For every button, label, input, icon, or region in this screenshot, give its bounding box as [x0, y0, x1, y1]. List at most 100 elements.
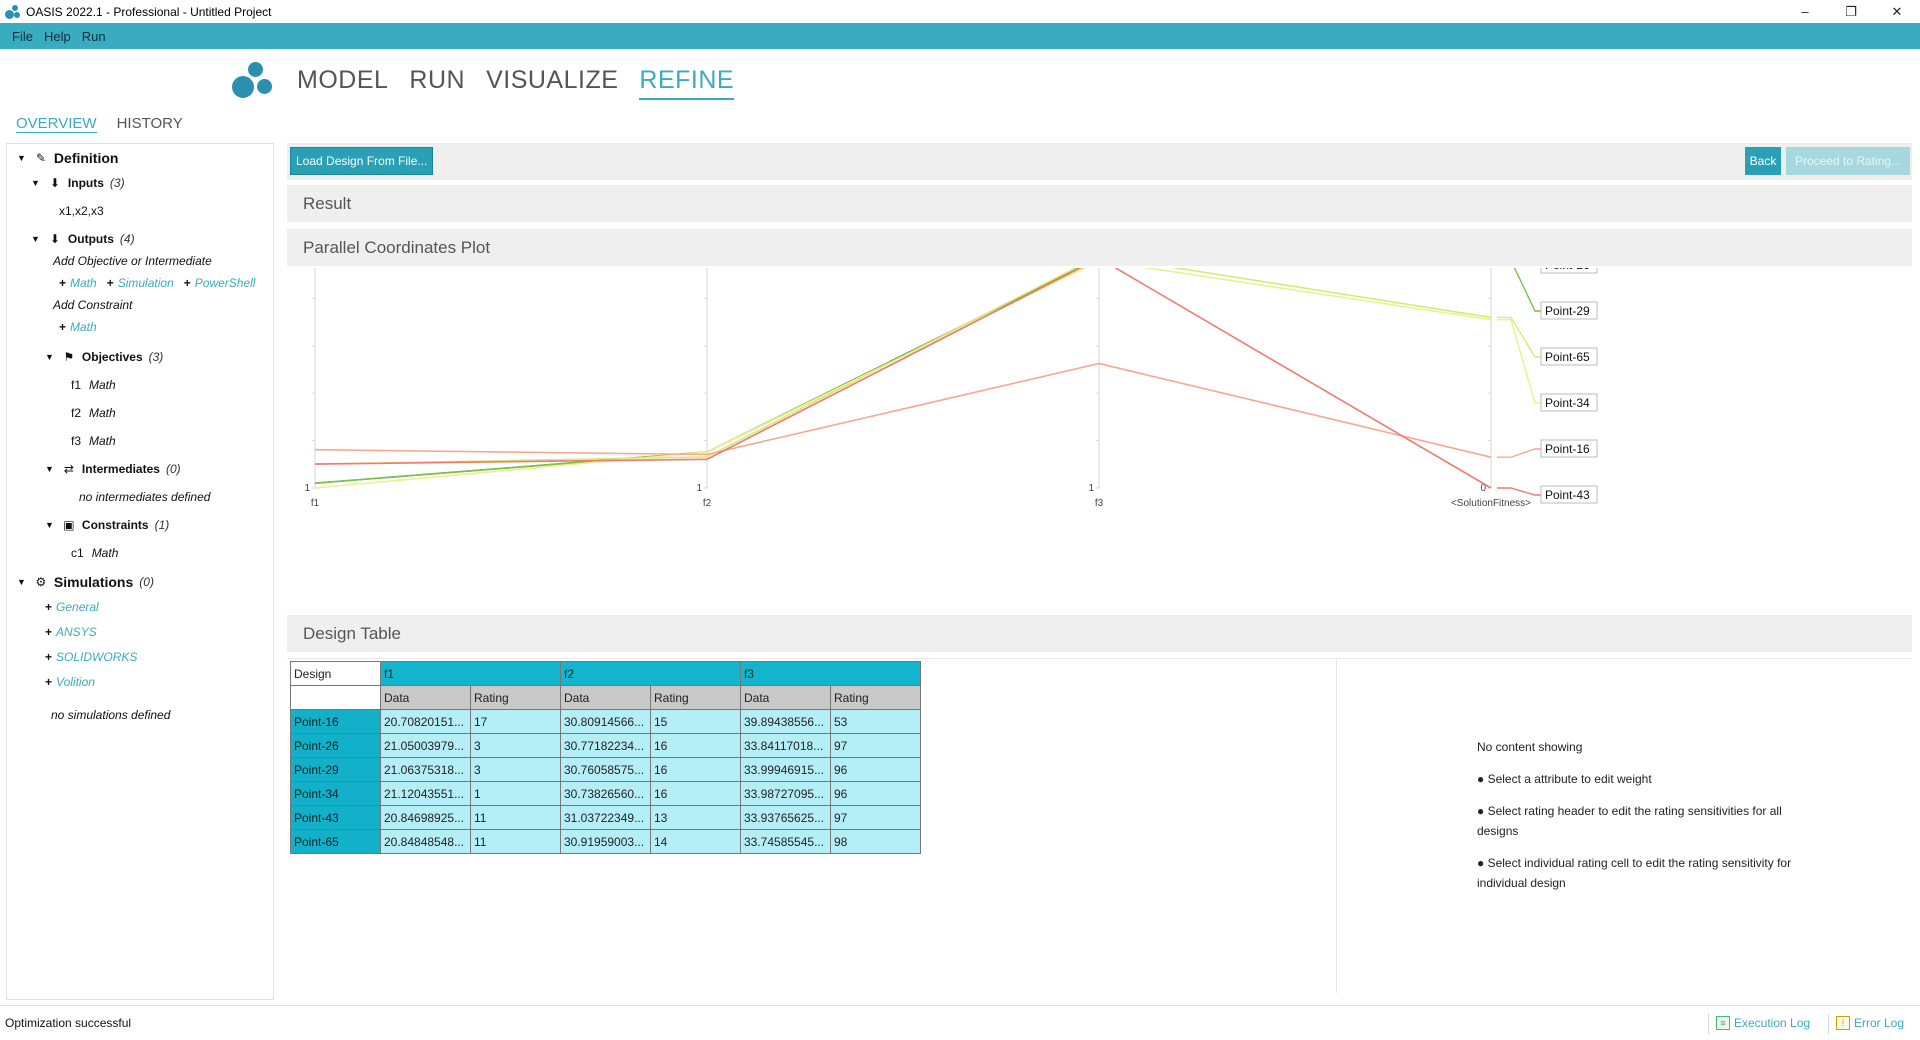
design-row-label[interactable]: Point-65	[290, 829, 381, 854]
tree-inputs[interactable]: ▼ ⬇ Inputs (3)	[31, 176, 125, 190]
data-cell[interactable]: 21.06375318...	[380, 757, 471, 782]
data-subheader[interactable]: Data	[380, 685, 471, 710]
rating-cell[interactable]: 17	[470, 709, 561, 734]
data-subheader[interactable]: Data	[740, 685, 831, 710]
rating-cell[interactable]: 16	[650, 781, 741, 806]
error-log-button[interactable]: ! Error Log	[1836, 1016, 1904, 1030]
rating-subheader[interactable]: Rating	[650, 685, 741, 710]
restore-icon[interactable]: ❐	[1845, 3, 1857, 19]
nav-visualize[interactable]: VISUALIZE	[486, 66, 619, 94]
tab-overview[interactable]: OVERVIEW	[16, 115, 97, 133]
design-corner-header[interactable]: Design	[290, 661, 381, 686]
add-ansys-link[interactable]: ANSYS	[56, 625, 97, 639]
data-cell[interactable]: 21.12043551...	[380, 781, 471, 806]
menu-run[interactable]: Run	[81, 28, 106, 44]
rating-cell[interactable]: 14	[650, 829, 741, 854]
menu-file[interactable]: File	[12, 28, 33, 44]
execution-log-button[interactable]: ≡ Execution Log	[1716, 1016, 1810, 1030]
data-cell[interactable]: 30.91959003...	[560, 829, 651, 854]
nav-model[interactable]: MODEL	[297, 66, 389, 94]
table-row[interactable]: Point-26 21.05003979... 3 30.77182234... 16 3…	[290, 733, 921, 758]
rating-cell[interactable]: 96	[830, 781, 921, 806]
data-cell[interactable]: 20.84698925...	[380, 805, 471, 830]
close-icon[interactable]: ✕	[1891, 3, 1903, 19]
data-cell[interactable]: 30.80914566...	[560, 709, 651, 734]
data-cell[interactable]: 20.70820151...	[380, 709, 471, 734]
data-cell[interactable]: 31.03722349...	[560, 805, 651, 830]
table-row[interactable]: Point-29 21.06375318... 3 30.76058575... 16 3…	[290, 757, 921, 782]
add-general-link[interactable]: General	[56, 600, 99, 614]
f1-group-header[interactable]: f1	[380, 661, 561, 686]
collapse-triangle-icon[interactable]: ▼	[45, 464, 54, 474]
data-cell[interactable]: 30.76058575...	[560, 757, 651, 782]
collapse-triangle-icon[interactable]: ▼	[45, 352, 54, 362]
data-cell[interactable]: 33.99946915...	[740, 757, 831, 782]
tab-history[interactable]: HISTORY	[116, 115, 183, 132]
inputs-value[interactable]: x1,x2,x3	[59, 204, 104, 218]
add-powershell-link[interactable]: PowerShell	[194, 276, 256, 290]
tree-constraints[interactable]: ▼ ▣ Constraints (1)	[45, 518, 169, 532]
rating-subheader[interactable]: Rating	[830, 685, 921, 710]
design-row-label[interactable]: Point-29	[290, 757, 381, 782]
rating-cell[interactable]: 15	[650, 709, 741, 734]
rating-cell[interactable]: 97	[830, 733, 921, 758]
collapse-triangle-icon[interactable]: ▼	[31, 234, 40, 244]
design-row-label[interactable]: Point-16	[290, 709, 381, 734]
table-row[interactable]: Point-65 20.84848548... 11 30.91959003... 14…	[290, 829, 921, 854]
data-subheader[interactable]: Data	[560, 685, 651, 710]
tree-simulations[interactable]: ▼ ⚙ Simulations (0)	[17, 574, 154, 590]
rating-cell[interactable]: 1	[470, 781, 561, 806]
data-cell[interactable]: 39.89438556...	[740, 709, 831, 734]
load-design-button[interactable]: Load Design From File...	[290, 147, 434, 175]
proceed-to-rating-button[interactable]: Proceed to Rating...	[1786, 147, 1910, 175]
tree-definition[interactable]: ▼ ✎ Definition	[17, 150, 118, 166]
data-cell[interactable]: 30.77182234...	[560, 733, 651, 758]
data-cell[interactable]: 20.84848548...	[380, 829, 471, 854]
rating-cell[interactable]: 11	[470, 829, 561, 854]
table-row[interactable]: Point-34 21.12043551... 1 30.73826560... 16 3…	[290, 781, 921, 806]
add-volition-link[interactable]: Volition	[56, 675, 95, 689]
tree-outputs[interactable]: ▼ ⬇ Outputs (4)	[31, 232, 135, 246]
rating-cell[interactable]: 13	[650, 805, 741, 830]
collapse-triangle-icon[interactable]: ▼	[31, 178, 40, 188]
rating-cell[interactable]: 98	[830, 829, 921, 854]
design-row-label[interactable]: Point-34	[290, 781, 381, 806]
data-cell[interactable]: 33.74585545...	[740, 829, 831, 854]
data-cell[interactable]: 21.05003979...	[380, 733, 471, 758]
collapse-triangle-icon[interactable]: ▼	[17, 153, 26, 163]
f3-group-header[interactable]: f3	[740, 661, 921, 686]
data-cell[interactable]: 33.98727095...	[740, 781, 831, 806]
nav-refine[interactable]: REFINE	[639, 66, 735, 100]
rating-cell[interactable]: 97	[830, 805, 921, 830]
rating-cell[interactable]: 96	[830, 757, 921, 782]
tree-intermediates[interactable]: ▼ ⇄ Intermediates (0)	[45, 462, 181, 476]
design-row-label[interactable]: Point-43	[290, 805, 381, 830]
rating-cell[interactable]: 53	[830, 709, 921, 734]
rating-cell[interactable]: 16	[650, 757, 741, 782]
objective-item-f1[interactable]: f1 Math	[71, 378, 116, 392]
data-cell[interactable]: 33.84117018...	[740, 733, 831, 758]
table-row[interactable]: Point-43 20.84698925... 11 31.03722349... 13…	[290, 805, 921, 830]
rating-cell[interactable]: 16	[650, 733, 741, 758]
rating-subheader[interactable]: Rating	[470, 685, 561, 710]
objective-item-f2[interactable]: f2 Math	[71, 406, 116, 420]
data-cell[interactable]: 33.93765625...	[740, 805, 831, 830]
add-simulation-link[interactable]: Simulation	[117, 276, 174, 290]
menu-help[interactable]: Help	[43, 28, 71, 44]
design-row-label[interactable]: Point-26	[290, 733, 381, 758]
f2-group-header[interactable]: f2	[560, 661, 741, 686]
nav-run[interactable]: RUN	[409, 66, 466, 94]
add-math-link[interactable]: Math	[70, 276, 97, 290]
back-button[interactable]: Back	[1745, 147, 1781, 175]
minimize-icon[interactable]: –	[1801, 4, 1809, 19]
add-constraint-math-link[interactable]: Math	[70, 320, 97, 334]
rating-cell[interactable]: 3	[470, 757, 561, 782]
rating-cell[interactable]: 11	[470, 805, 561, 830]
table-row[interactable]: Point-16 20.70820151... 17 30.80914566... 15…	[290, 709, 921, 734]
rating-cell[interactable]: 3	[470, 733, 561, 758]
objective-item-f3[interactable]: f3 Math	[71, 434, 116, 448]
collapse-triangle-icon[interactable]: ▼	[45, 520, 54, 530]
tree-objectives[interactable]: ▼ ⚑ Objectives (3)	[45, 350, 163, 364]
constraint-item-c1[interactable]: c1 Math	[71, 546, 118, 560]
collapse-triangle-icon[interactable]: ▼	[17, 577, 26, 587]
